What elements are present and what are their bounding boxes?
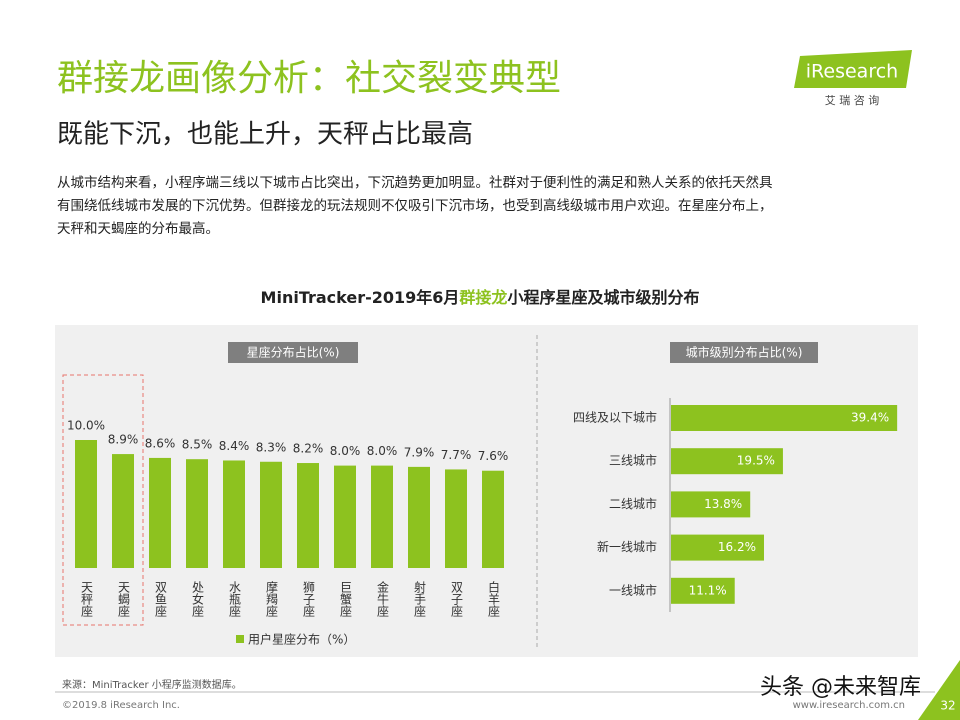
bar: [671, 534, 764, 561]
value-label: 8.4%: [219, 439, 250, 453]
bar: [260, 461, 282, 568]
chart-title-badge: [670, 342, 818, 363]
x-tick-label: 巨蟹座: [339, 581, 353, 618]
figure-title-part: 群接龙: [459, 288, 507, 307]
bar: [149, 457, 171, 568]
value-label: 7.9%: [404, 445, 435, 459]
y-tick-label: 一线城市: [609, 582, 657, 597]
watermark: 头条 @未来智库: [760, 675, 921, 700]
corner: [918, 660, 960, 720]
value-label: 16.2%: [718, 540, 756, 554]
bar: [223, 460, 245, 568]
bar: [112, 454, 134, 568]
bar: [408, 466, 430, 568]
legend-label: 用户星座分布（%）: [248, 632, 355, 647]
value-label: 8.5%: [182, 438, 213, 452]
y-tick-label: 三线城市: [609, 453, 657, 468]
bar: [186, 459, 208, 568]
figure-title: MiniTracker-2019年6月群接龙小程序星座及城市级别分布: [261, 288, 700, 307]
figure-title-part: MiniTracker-2019年6月: [261, 288, 460, 307]
x-tick-label: 射手座: [413, 580, 427, 618]
x-tick-label: 摩羯座: [265, 580, 279, 618]
highlight-box: [62, 374, 144, 626]
chart-title-badge: [228, 342, 358, 363]
body-line: 从城市结构来看，小程序端三线以下城市占比突出，下沉趋势更加明显。社群对于便利性的…: [57, 174, 773, 191]
value-label: 7.7%: [441, 448, 472, 462]
source: 来源：MiniTracker 小程序监测数据库。: [62, 678, 242, 691]
value-label: 39.4%: [851, 411, 889, 425]
value-label: 8.9%: [108, 433, 139, 447]
y-tick-label: 二线城市: [609, 496, 657, 511]
x-tick-label: 狮子座: [302, 581, 316, 618]
slide-title: 群接龙画像分析：社交裂变典型: [57, 58, 561, 99]
y-tick-label: 新一线城市: [597, 539, 657, 554]
bar: [371, 465, 393, 568]
value-label: 8.0%: [330, 444, 361, 458]
value-label: 11.1%: [689, 583, 727, 597]
bar: [445, 469, 467, 568]
logo-sub: 艾 瑞 咨 询: [825, 93, 880, 107]
value-label: 19.5%: [737, 454, 775, 468]
x-tick-label: 处女座: [191, 581, 205, 618]
legend-swatch: [236, 635, 244, 643]
x-tick-label: 白羊座: [487, 580, 501, 618]
bar: [671, 491, 751, 518]
value-label: 10.0%: [67, 419, 105, 433]
x-tick-label: 天秤座: [80, 581, 94, 618]
bar: [671, 577, 735, 604]
x-tick-label: 双鱼座: [154, 581, 168, 618]
website: www.iresearch.com.cn: [793, 700, 905, 711]
chart-title: 城市级别分布占比(%): [686, 345, 803, 360]
bar: [334, 465, 356, 568]
x-tick-label: 水瓶座: [228, 581, 242, 618]
value-label: 7.6%: [478, 449, 509, 463]
bar: [297, 463, 319, 568]
value-label: 8.2%: [293, 442, 324, 456]
value-label: 8.6%: [145, 436, 176, 450]
copyright: ©2019.8 iResearch Inc.: [62, 700, 180, 711]
logo: iResearch: [806, 61, 898, 83]
logo-badge: [794, 50, 912, 88]
figure-title-part: 小程序星座及城市级别分布: [507, 288, 699, 307]
body-line: 有围绕低线城市发展的下沉优势。但群接龙的玩法规则不仅吸引下沉市场，也受到高线级城…: [57, 197, 773, 214]
x-tick-label: 金牛座: [376, 580, 390, 618]
chart-title: 星座分布占比(%): [247, 345, 340, 360]
value-label: 8.3%: [256, 440, 287, 454]
value-label: 13.8%: [704, 497, 742, 511]
body-line: 天秤和天蝎座的分布最高。: [57, 220, 219, 237]
value-label: 8.0%: [367, 444, 398, 458]
bar: [75, 440, 97, 568]
page-number: 32: [940, 699, 955, 713]
x-tick-label: 天蝎座: [117, 581, 131, 618]
bar: [671, 405, 898, 431]
slide-subtitle: 既能下沉，也能上升，天秤占比最高: [57, 120, 473, 150]
bar: [671, 448, 783, 475]
y-tick-label: 四线及以下城市: [573, 410, 657, 425]
bar: [482, 470, 504, 568]
x-tick-label: 双子座: [450, 581, 464, 618]
